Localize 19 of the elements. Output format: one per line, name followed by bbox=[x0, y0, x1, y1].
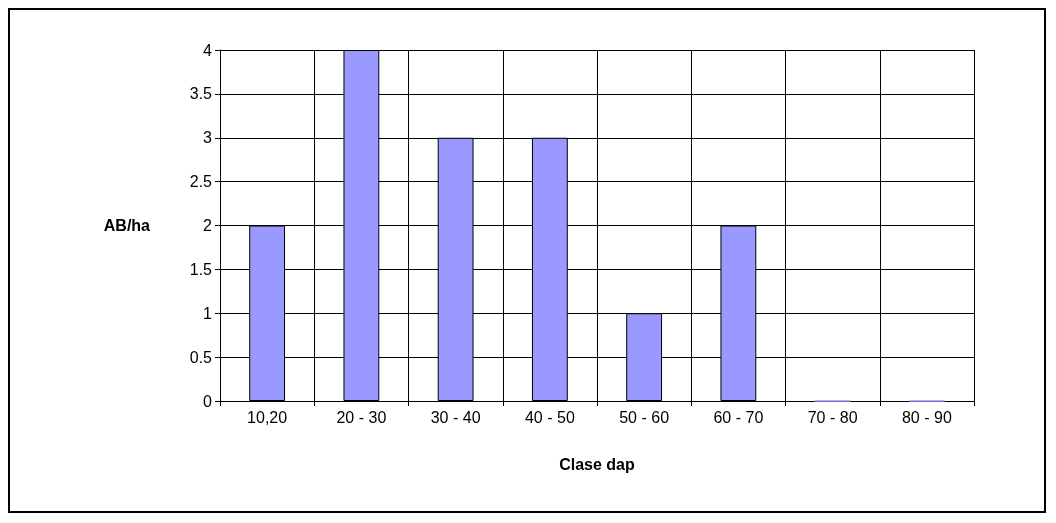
y-axis-title: AB/ha bbox=[103, 217, 151, 234]
y-tick-label: 2 bbox=[203, 217, 213, 234]
y-tick-label: 3 bbox=[203, 129, 213, 147]
y-tick-label: 1.5 bbox=[189, 260, 213, 278]
x-tick-label: 10,20 bbox=[247, 408, 288, 426]
y-tick-label: 3.5 bbox=[189, 85, 213, 103]
y-tick-label: 0 bbox=[203, 392, 213, 410]
x-tick-label: 30 - 40 bbox=[430, 408, 481, 426]
y-tick-label: 0.5 bbox=[189, 348, 213, 366]
y-tick-label: 2.5 bbox=[189, 173, 213, 191]
y-tick-label: 1 bbox=[203, 304, 213, 322]
x-tick-label: 20 - 30 bbox=[336, 408, 387, 426]
x-tick-label: 70 - 80 bbox=[807, 408, 858, 426]
x-tick-label: 50 - 60 bbox=[619, 408, 670, 426]
x-axis-title: Clase dap bbox=[559, 455, 636, 473]
x-tick-label: 80 - 90 bbox=[901, 408, 952, 426]
y-tick-label: 4 bbox=[203, 41, 213, 59]
x-tick-label: 60 - 70 bbox=[713, 408, 764, 426]
x-tick-label: 40 - 50 bbox=[524, 408, 575, 426]
